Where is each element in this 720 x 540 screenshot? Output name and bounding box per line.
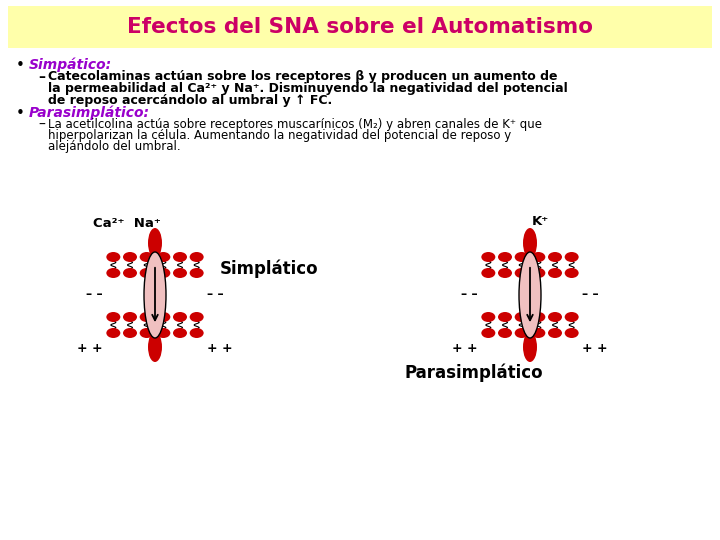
Ellipse shape: [173, 312, 187, 322]
Ellipse shape: [482, 252, 495, 262]
Text: Parasimplático: Parasimplático: [405, 364, 544, 382]
Text: La acetilcolina actúa sobre receptores muscarínicos (M₂) y abren canales de K⁺ q: La acetilcolina actúa sobre receptores m…: [48, 118, 542, 131]
Text: alejándolo del umbral.: alejándolo del umbral.: [48, 140, 181, 153]
Text: Ca²⁺  Na⁺: Ca²⁺ Na⁺: [93, 217, 161, 230]
Ellipse shape: [515, 268, 528, 278]
Text: –: –: [38, 118, 45, 132]
Text: + +: + +: [77, 342, 103, 355]
Text: – –: – –: [207, 288, 224, 301]
Ellipse shape: [173, 252, 187, 262]
FancyBboxPatch shape: [8, 6, 712, 48]
Ellipse shape: [148, 228, 162, 258]
Ellipse shape: [156, 252, 171, 262]
Ellipse shape: [515, 328, 528, 338]
Ellipse shape: [548, 268, 562, 278]
Ellipse shape: [123, 312, 137, 322]
Ellipse shape: [482, 328, 495, 338]
Ellipse shape: [144, 252, 166, 338]
Ellipse shape: [531, 268, 545, 278]
Ellipse shape: [564, 328, 579, 338]
Ellipse shape: [123, 268, 137, 278]
Ellipse shape: [564, 252, 579, 262]
Text: –: –: [38, 70, 45, 84]
Ellipse shape: [531, 328, 545, 338]
Ellipse shape: [519, 252, 541, 338]
Ellipse shape: [107, 328, 120, 338]
Text: – –: – –: [462, 288, 478, 301]
Ellipse shape: [189, 268, 204, 278]
Ellipse shape: [498, 328, 512, 338]
Ellipse shape: [173, 328, 187, 338]
Text: + +: + +: [207, 342, 233, 355]
Ellipse shape: [140, 328, 153, 338]
Text: la permeabilidad al Ca²⁺ y Na⁺. Disminuyendo la negatividad del potencial: la permeabilidad al Ca²⁺ y Na⁺. Disminuy…: [48, 82, 568, 95]
Text: Simplático: Simplático: [220, 260, 319, 279]
Ellipse shape: [189, 312, 204, 322]
Ellipse shape: [498, 312, 512, 322]
Text: + +: + +: [582, 342, 608, 355]
Ellipse shape: [107, 268, 120, 278]
Ellipse shape: [548, 252, 562, 262]
Ellipse shape: [498, 252, 512, 262]
Text: Efectos del SNA sobre el Automatismo: Efectos del SNA sobre el Automatismo: [127, 17, 593, 37]
Ellipse shape: [523, 228, 537, 258]
Ellipse shape: [156, 312, 171, 322]
Ellipse shape: [515, 252, 528, 262]
Ellipse shape: [107, 252, 120, 262]
Ellipse shape: [148, 332, 162, 362]
Ellipse shape: [548, 328, 562, 338]
Ellipse shape: [531, 252, 545, 262]
Ellipse shape: [140, 268, 153, 278]
Ellipse shape: [482, 312, 495, 322]
Ellipse shape: [123, 252, 137, 262]
Ellipse shape: [564, 268, 579, 278]
Text: Simpático:: Simpático:: [29, 58, 112, 72]
Ellipse shape: [498, 268, 512, 278]
Ellipse shape: [189, 252, 204, 262]
Ellipse shape: [156, 268, 171, 278]
Ellipse shape: [515, 312, 528, 322]
Text: Parasimplático:: Parasimplático:: [29, 106, 150, 120]
Ellipse shape: [548, 312, 562, 322]
Ellipse shape: [107, 312, 120, 322]
Ellipse shape: [189, 328, 204, 338]
Text: Catecolaminas actúan sobre los receptores β y producen un aumento de: Catecolaminas actúan sobre los receptore…: [48, 70, 557, 83]
Ellipse shape: [140, 312, 153, 322]
Text: de reposo acercándolo al umbral y ↑ FC.: de reposo acercándolo al umbral y ↑ FC.: [48, 94, 332, 107]
Ellipse shape: [564, 312, 579, 322]
Ellipse shape: [531, 312, 545, 322]
Text: •: •: [16, 106, 25, 121]
Ellipse shape: [140, 252, 153, 262]
Text: hiperpolarizan la célula. Aumentando la negatividad del potencial de reposo y: hiperpolarizan la célula. Aumentando la …: [48, 129, 511, 142]
Ellipse shape: [523, 332, 537, 362]
Text: – –: – –: [582, 288, 598, 301]
Ellipse shape: [482, 268, 495, 278]
Text: •: •: [16, 58, 25, 73]
Text: + +: + +: [452, 342, 478, 355]
Text: K⁺: K⁺: [531, 215, 549, 228]
Ellipse shape: [173, 268, 187, 278]
Text: – –: – –: [86, 288, 103, 301]
Ellipse shape: [156, 328, 171, 338]
Ellipse shape: [123, 328, 137, 338]
